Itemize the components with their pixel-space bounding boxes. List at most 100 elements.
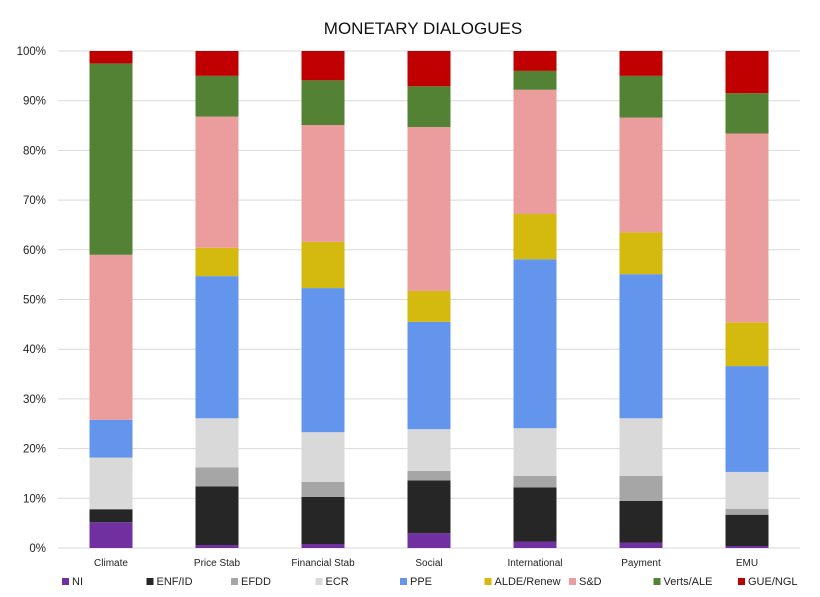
bar-segment bbox=[407, 321, 451, 430]
legend-label: EFDD bbox=[241, 576, 271, 588]
bar-segment bbox=[725, 133, 769, 323]
bar-segment bbox=[301, 496, 345, 545]
legend-swatch bbox=[653, 578, 661, 585]
bar-segment bbox=[195, 116, 239, 248]
bar-segment bbox=[513, 70, 557, 90]
bar-segment bbox=[89, 509, 133, 523]
legend-label: NI bbox=[72, 576, 83, 588]
y-tick-label: 60% bbox=[23, 245, 46, 257]
bar-segment bbox=[513, 259, 557, 429]
x-tick-label: Financial Stab bbox=[291, 558, 355, 569]
x-tick-label: Price Stab bbox=[194, 558, 241, 569]
bar-segment bbox=[195, 486, 239, 546]
bar-segment bbox=[619, 418, 663, 476]
legend-swatch bbox=[231, 578, 238, 585]
bar-segment bbox=[619, 274, 663, 419]
bar-segment bbox=[89, 457, 133, 510]
bar-segment bbox=[89, 63, 133, 255]
bar-segment bbox=[195, 467, 239, 487]
legend-swatch bbox=[738, 578, 745, 585]
bar-segment bbox=[301, 288, 345, 433]
bar-segment bbox=[195, 51, 239, 76]
bar-segment bbox=[407, 127, 451, 292]
x-tick-label: Payment bbox=[621, 558, 661, 569]
legend-swatch bbox=[484, 578, 492, 585]
bar-segment bbox=[619, 117, 663, 233]
chart-title: MONETARY DIALOGUES bbox=[324, 19, 522, 38]
bar-segment bbox=[513, 214, 557, 260]
bar-segment bbox=[725, 508, 769, 515]
bar-segment bbox=[725, 93, 769, 134]
bar-segment bbox=[195, 247, 239, 277]
bar-segment bbox=[301, 241, 345, 289]
bar-segment bbox=[301, 544, 345, 548]
bar-segment bbox=[195, 418, 239, 468]
legend-label: ALDE/Renew bbox=[495, 576, 561, 588]
bar-segment bbox=[301, 51, 345, 81]
bar-segment bbox=[89, 254, 133, 420]
legend-swatch bbox=[146, 578, 154, 585]
bar-segment bbox=[407, 533, 451, 548]
y-tick-label: 50% bbox=[23, 295, 46, 307]
bar-segment bbox=[195, 545, 239, 548]
bar-segment bbox=[619, 542, 663, 548]
y-tick-label: 100% bbox=[17, 46, 46, 58]
bar-segment bbox=[619, 232, 663, 275]
legend-swatch bbox=[400, 578, 407, 585]
y-tick-label: 90% bbox=[23, 96, 46, 108]
y-tick-label: 20% bbox=[23, 444, 46, 456]
x-axis-categories: Climate Price Stab Financial Stab Social Int… bbox=[94, 558, 758, 569]
legend-swatch bbox=[315, 578, 323, 585]
bar-segment bbox=[407, 480, 451, 534]
bar-segment bbox=[301, 80, 345, 126]
bar-segment bbox=[195, 276, 239, 419]
bar-segment bbox=[619, 500, 663, 543]
bar-segment bbox=[619, 51, 663, 76]
bar-segment bbox=[89, 522, 133, 548]
x-tick-label: Social bbox=[415, 558, 442, 569]
y-axis-ticks: 0% 10% 20% 30% 40% 50% 60% 70% 80% 90% 100% bbox=[17, 46, 46, 555]
bar-segment bbox=[195, 75, 239, 117]
x-tick-label: International bbox=[507, 558, 562, 569]
bar-segment bbox=[301, 481, 345, 497]
legend-swatch bbox=[62, 578, 69, 585]
y-tick-label: 70% bbox=[23, 195, 46, 207]
bar-segment bbox=[407, 429, 451, 471]
bar-segment bbox=[513, 428, 557, 476]
legend: NI ENF/ID EFDD ECR PPE ALDE/Renew S&D Verts/ALE… bbox=[62, 576, 798, 588]
bar-segment bbox=[301, 432, 345, 482]
bar-segment bbox=[725, 471, 769, 509]
bar-segment bbox=[725, 514, 769, 547]
y-tick-label: 30% bbox=[23, 394, 46, 406]
bar-segment bbox=[89, 419, 133, 458]
bar-segment bbox=[513, 541, 557, 548]
legend-label: ENF/ID bbox=[157, 576, 193, 588]
bar-segment bbox=[725, 51, 769, 94]
legend-label: GUE/NGL bbox=[748, 576, 798, 588]
y-tick-label: 80% bbox=[23, 145, 46, 157]
bar-segment bbox=[407, 291, 451, 322]
bar-segment bbox=[89, 51, 133, 64]
bar-segment bbox=[619, 475, 663, 501]
bar-segment bbox=[513, 89, 557, 215]
bar-segment bbox=[513, 51, 557, 71]
bar-segment bbox=[407, 86, 451, 128]
bars bbox=[89, 51, 769, 548]
legend-label: Verts/ALE bbox=[664, 576, 713, 588]
bar-segment bbox=[407, 51, 451, 87]
legend-label: PPE bbox=[410, 576, 432, 588]
bar-segment bbox=[725, 546, 769, 548]
y-tick-label: 0% bbox=[29, 543, 46, 555]
y-tick-label: 40% bbox=[23, 344, 46, 356]
legend-label: ECR bbox=[326, 576, 349, 588]
bar-segment bbox=[725, 322, 769, 367]
legend-swatch bbox=[569, 578, 576, 585]
bar-segment bbox=[513, 475, 557, 488]
bar-segment bbox=[619, 75, 663, 118]
bar-segment bbox=[301, 125, 345, 242]
x-tick-label: EMU bbox=[736, 558, 758, 569]
bar-segment bbox=[513, 487, 557, 542]
bar-segment bbox=[725, 366, 769, 472]
legend-label: S&D bbox=[579, 576, 602, 588]
